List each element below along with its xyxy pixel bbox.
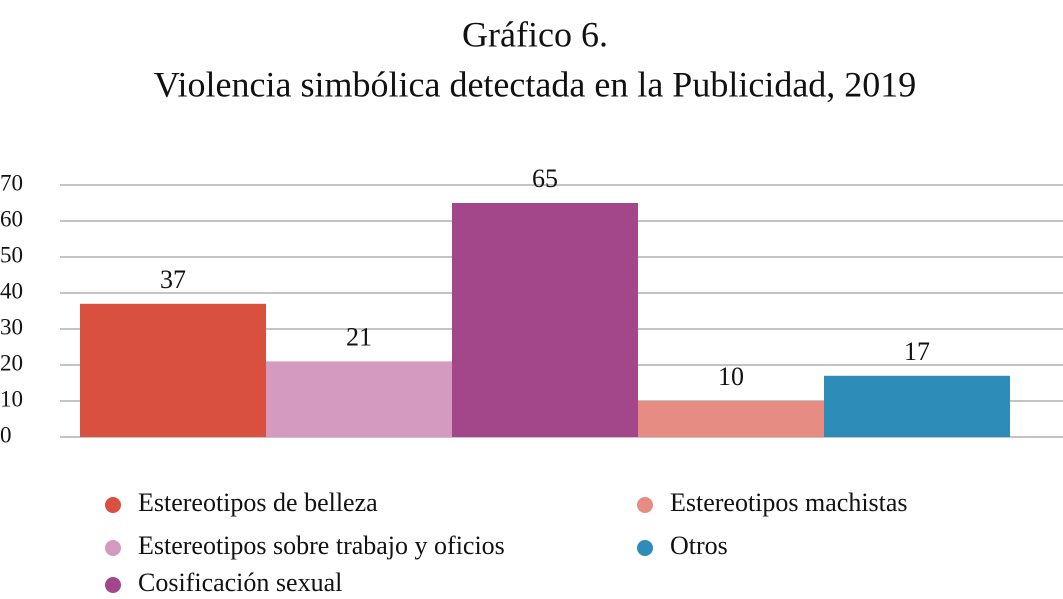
data-label: 65: [532, 164, 558, 193]
data-label: 21: [346, 322, 372, 351]
legend-marker: [637, 540, 653, 556]
legend-marker: [637, 497, 653, 513]
y-tick-label: 50: [0, 242, 23, 267]
bar: [824, 375, 1010, 437]
data-label: 10: [718, 362, 744, 391]
legend-marker: [105, 577, 121, 593]
legend-marker: [105, 540, 121, 556]
y-tick-label: 70: [0, 170, 23, 195]
y-tick-label: 10: [0, 386, 23, 411]
data-label: 17: [904, 337, 930, 366]
legend-label: Estereotipos sobre trabajo y oficios: [138, 531, 505, 560]
legend-label: Estereotipos de belleza: [138, 488, 378, 517]
y-tick-label: 30: [0, 314, 23, 339]
legend-marker: [105, 497, 121, 513]
y-tick-label: 60: [0, 206, 23, 231]
legend-label: Estereotipos machistas: [670, 488, 908, 517]
y-tick-label: 0: [0, 422, 12, 447]
bar: [266, 361, 452, 437]
y-tick-label: 20: [0, 350, 23, 375]
bar: [80, 303, 266, 437]
bar: [638, 401, 824, 437]
bar: [452, 203, 638, 437]
chart-subtitle: Violencia simbólica detectada en la Publ…: [154, 64, 917, 104]
chart-title: Gráfico 6.: [462, 14, 608, 54]
data-label: 37: [160, 265, 186, 294]
y-tick-label: 40: [0, 278, 23, 303]
legend-label: Cosificación sexual: [138, 568, 342, 597]
legend-label: Otros: [670, 531, 728, 560]
